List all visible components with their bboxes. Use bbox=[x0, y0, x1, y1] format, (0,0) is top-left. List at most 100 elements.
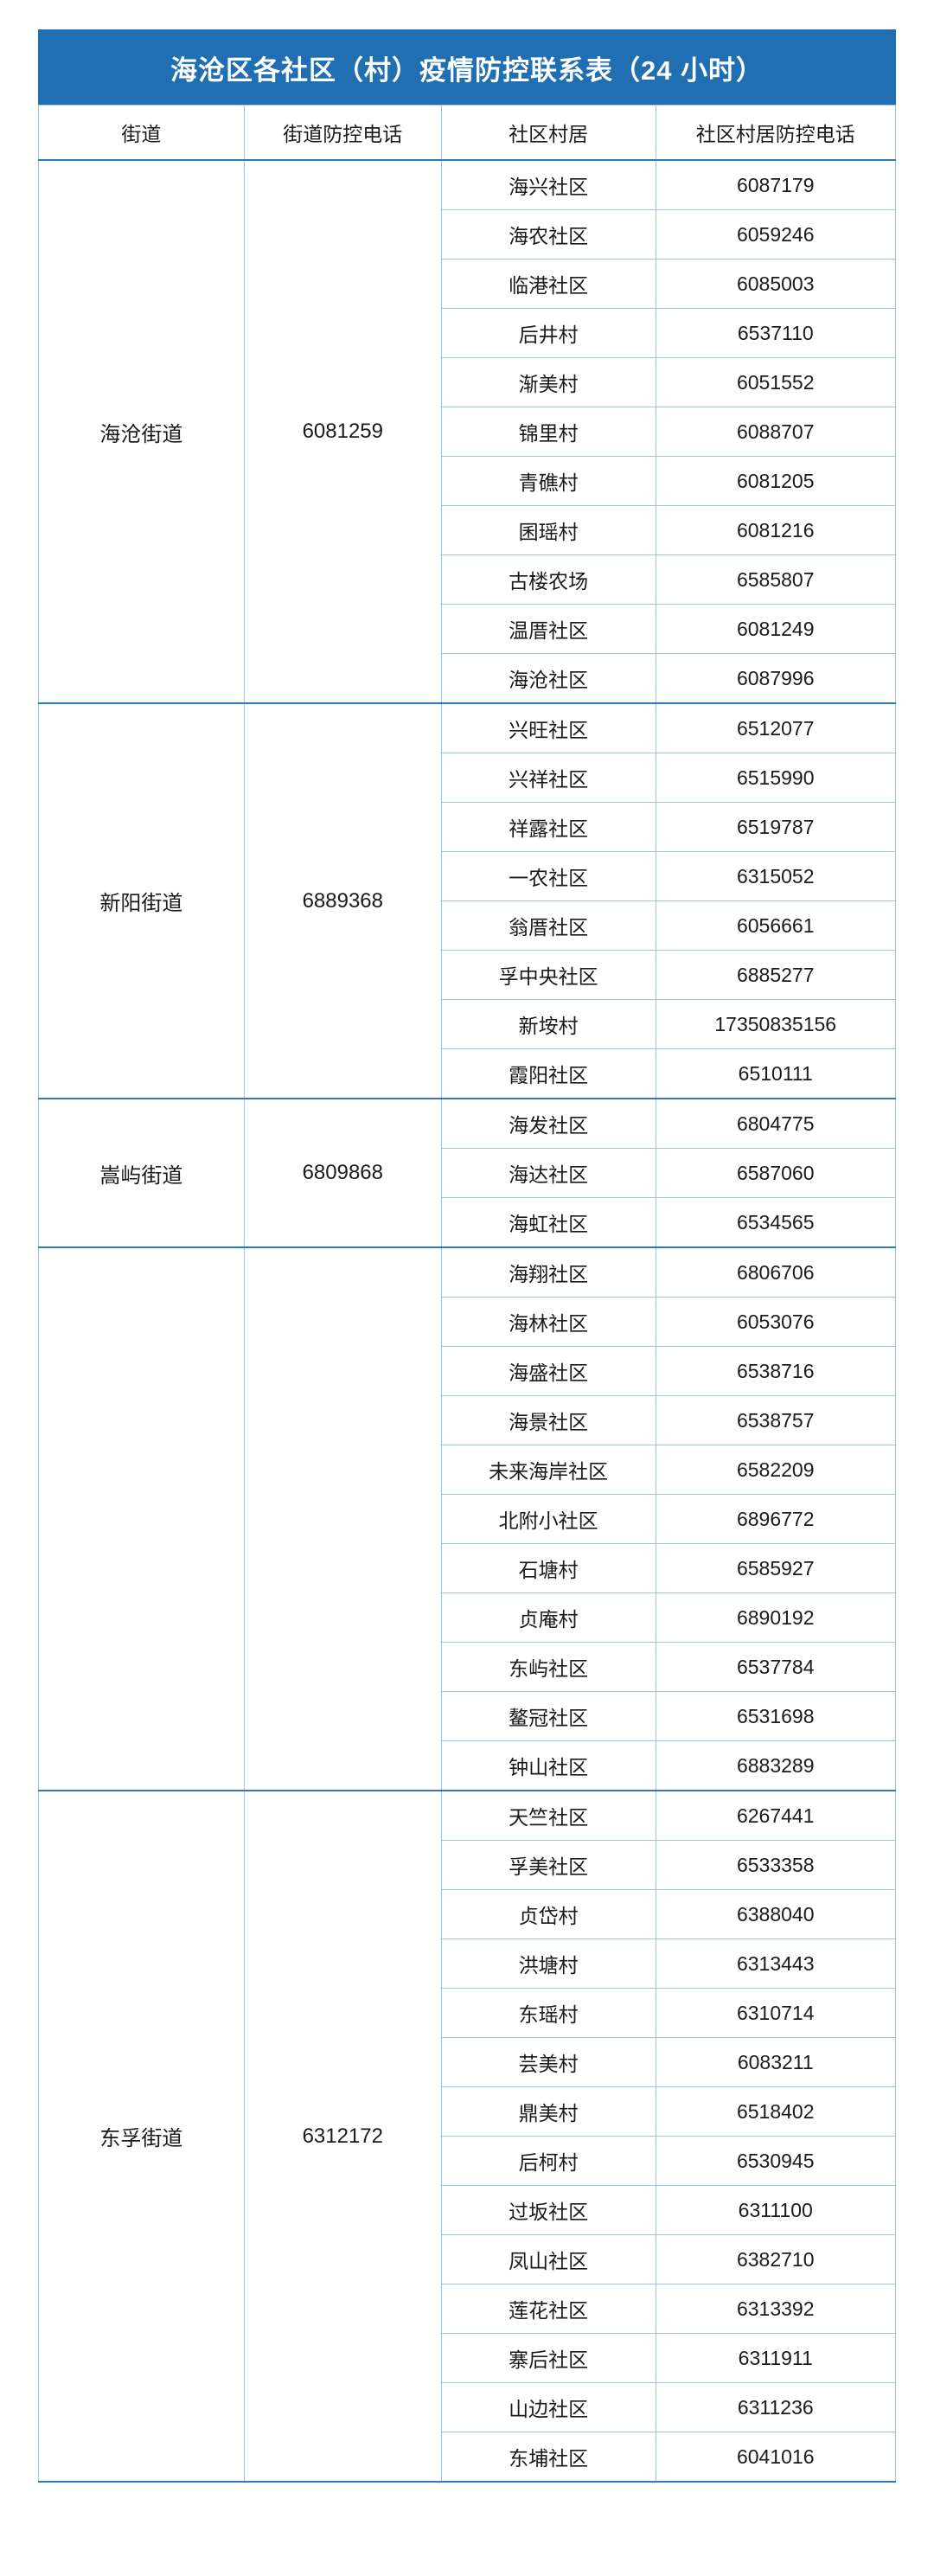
table-row: 东瑶村 6310714 bbox=[39, 1988, 896, 2038]
community-name-cell: 海盛社区 bbox=[440, 1346, 656, 1396]
table-row: 祥露社区 6519787 bbox=[39, 802, 896, 852]
community-name-cell: 莲花社区 bbox=[440, 2284, 656, 2334]
table-body: 海沧街道 6081259 海兴社区 6087179 海农社区 6059246 临港社区 608… bbox=[38, 159, 896, 2483]
table-row: 海沧社区 6087996 bbox=[39, 653, 896, 704]
document-page: 海沧区各社区（村）疫情防控联系表（24 小时） 街道 街道防控电话 社区村居 社… bbox=[38, 29, 896, 2483]
community-name-cell: 霞阳社区 bbox=[440, 1048, 656, 1099]
table-row: 新阳街道 6889368 兴旺社区 6512077 bbox=[38, 702, 896, 1099]
community-name-cell: 祥露社区 bbox=[440, 802, 656, 852]
community-name-cell: 海达社区 bbox=[440, 1148, 656, 1198]
street-phone-cell bbox=[243, 1246, 442, 1791]
community-name-cell: 未来海岸社区 bbox=[440, 1445, 656, 1495]
community-phone-cell: 6311100 bbox=[655, 2185, 896, 2235]
community-phone-cell: 6313443 bbox=[655, 1938, 896, 1989]
street-name-cell: 嵩屿街道 bbox=[38, 1098, 245, 1248]
community-phone-cell: 6582209 bbox=[655, 1445, 896, 1495]
community-phone-cell: 6587060 bbox=[655, 1148, 896, 1198]
table-row: 孚美社区 6533358 bbox=[39, 1840, 896, 1890]
table-row: 东孚街道 6312172 天竺社区 6267441 bbox=[38, 1790, 896, 2483]
street-phone-cell: 6889368 bbox=[243, 702, 442, 1099]
community-phone-cell: 6531698 bbox=[655, 1691, 896, 1741]
community-phone-cell: 6310714 bbox=[655, 1988, 896, 2038]
community-phone-cell: 6267441 bbox=[655, 1790, 896, 1841]
community-name-cell: 北附小社区 bbox=[440, 1494, 656, 1544]
community-name-cell: 凤山社区 bbox=[440, 2234, 656, 2284]
community-phone-cell: 6512077 bbox=[655, 702, 896, 753]
community-phone-cell: 6053076 bbox=[655, 1297, 896, 1347]
community-phone-cell: 6315052 bbox=[655, 851, 896, 901]
table-row: 囷瑶村 6081216 bbox=[39, 505, 896, 555]
table-row: 洪塘村 6313443 bbox=[39, 1938, 896, 1989]
community-name-cell: 东屿社区 bbox=[440, 1642, 656, 1692]
table-row: 山边社区 6311236 bbox=[39, 2382, 896, 2432]
community-name-cell: 鼎美村 bbox=[440, 2086, 656, 2137]
table-row: 后柯村 6530945 bbox=[39, 2136, 896, 2186]
community-phone-cell: 6533358 bbox=[655, 1840, 896, 1890]
street-phone-cell: 6809868 bbox=[243, 1098, 442, 1248]
community-phone-cell: 6585927 bbox=[655, 1543, 896, 1593]
community-name-cell: 东埔社区 bbox=[440, 2432, 656, 2483]
table-row: 翁厝社区 6056661 bbox=[39, 900, 896, 951]
table-row: 海虹社区 6534565 bbox=[39, 1197, 896, 1248]
community-name-cell: 石塘村 bbox=[440, 1543, 656, 1593]
community-name-cell: 孚中央社区 bbox=[440, 950, 656, 1000]
community-name-cell: 贞庵村 bbox=[440, 1592, 656, 1643]
table-row: 贞岱村 6388040 bbox=[39, 1889, 896, 1939]
community-name-cell: 翁厝社区 bbox=[440, 900, 656, 951]
community-phone-cell: 6519787 bbox=[655, 802, 896, 852]
table-row: 海林社区 6053076 bbox=[39, 1297, 896, 1347]
community-phone-cell: 6085003 bbox=[655, 259, 896, 309]
table-row: 寨后社区 6311911 bbox=[39, 2333, 896, 2383]
community-phone-cell: 6382710 bbox=[655, 2234, 896, 2284]
community-name-cell: 芸美村 bbox=[440, 2037, 656, 2087]
community-name-cell: 海景社区 bbox=[440, 1395, 656, 1445]
community-name-cell: 寨后社区 bbox=[440, 2333, 656, 2383]
community-name-cell: 钟山社区 bbox=[440, 1740, 656, 1791]
community-phone-cell: 6534565 bbox=[655, 1197, 896, 1248]
community-phone-cell: 6081205 bbox=[655, 456, 896, 506]
community-phone-cell: 6890192 bbox=[655, 1592, 896, 1643]
table-row: 芸美村 6083211 bbox=[39, 2037, 896, 2087]
table-row: 后井村 6537110 bbox=[39, 308, 896, 358]
community-name-cell: 锦里村 bbox=[440, 407, 656, 457]
community-phone-cell: 6311911 bbox=[655, 2333, 896, 2383]
column-header-community: 社区村居 bbox=[440, 105, 656, 161]
community-name-cell: 囷瑶村 bbox=[440, 505, 656, 555]
table-row: 钟山社区 6883289 bbox=[39, 1740, 896, 1791]
community-phone-cell: 6311236 bbox=[655, 2382, 896, 2432]
table-row: 海达社区 6587060 bbox=[39, 1148, 896, 1198]
epidemic-contact-table: 街道 街道防控电话 社区村居 社区村居防控电话 海沧街道 6081259 海兴社区 6… bbox=[38, 105, 896, 2483]
community-phone-cell: 6537110 bbox=[655, 308, 896, 358]
community-phone-cell: 6081249 bbox=[655, 604, 896, 654]
column-header-street: 街道 bbox=[38, 105, 245, 161]
community-name-cell: 渐美村 bbox=[440, 357, 656, 407]
community-phone-cell: 6083211 bbox=[655, 2037, 896, 2087]
table-row: 海翔社区 6806706 bbox=[38, 1246, 896, 1791]
community-phone-cell: 6087996 bbox=[655, 653, 896, 704]
community-phone-cell: 6537784 bbox=[655, 1642, 896, 1692]
community-name-cell: 鳌冠社区 bbox=[440, 1691, 656, 1741]
community-phone-cell: 6088707 bbox=[655, 407, 896, 457]
street-name-cell: 新阳街道 bbox=[38, 702, 245, 1099]
table-header: 街道 街道防控电话 社区村居 社区村居防控电话 bbox=[38, 105, 896, 161]
community-phone-cell: 6804775 bbox=[655, 1098, 896, 1149]
community-name-cell: 后柯村 bbox=[440, 2136, 656, 2186]
table-row: 一农社区 6315052 bbox=[39, 851, 896, 901]
table-row: 海盛社区 6538716 bbox=[39, 1346, 896, 1396]
street-phone-cell: 6081259 bbox=[243, 159, 442, 704]
street-phone-cell: 6312172 bbox=[243, 1790, 442, 2483]
community-name-cell: 洪塘村 bbox=[440, 1938, 656, 1989]
community-name-cell: 海沧社区 bbox=[440, 653, 656, 704]
table-row: 兴祥社区 6515990 bbox=[39, 753, 896, 803]
community-phone-cell: 6515990 bbox=[655, 753, 896, 803]
community-name-cell: 海发社区 bbox=[440, 1098, 656, 1149]
community-name-cell: 过坂社区 bbox=[440, 2185, 656, 2235]
community-phone-cell: 6051552 bbox=[655, 357, 896, 407]
street-name-cell bbox=[38, 1246, 245, 1791]
community-phone-cell: 6530945 bbox=[655, 2136, 896, 2186]
community-name-cell: 孚美社区 bbox=[440, 1840, 656, 1890]
table-row: 东屿社区 6537784 bbox=[39, 1642, 896, 1692]
table-row: 东埔社区 6041016 bbox=[39, 2432, 896, 2483]
community-phone-cell: 6388040 bbox=[655, 1889, 896, 1939]
community-name-cell: 新垵村 bbox=[440, 999, 656, 1049]
